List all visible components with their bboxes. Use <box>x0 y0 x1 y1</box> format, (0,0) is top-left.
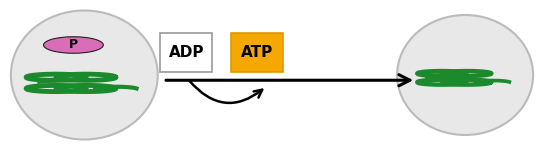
FancyBboxPatch shape <box>160 33 212 72</box>
Text: ADP: ADP <box>169 45 204 60</box>
Text: ATP: ATP <box>241 45 273 60</box>
FancyBboxPatch shape <box>231 33 283 72</box>
Ellipse shape <box>397 15 533 135</box>
Circle shape <box>44 37 103 53</box>
Ellipse shape <box>11 11 158 140</box>
Text: P: P <box>69 39 78 51</box>
